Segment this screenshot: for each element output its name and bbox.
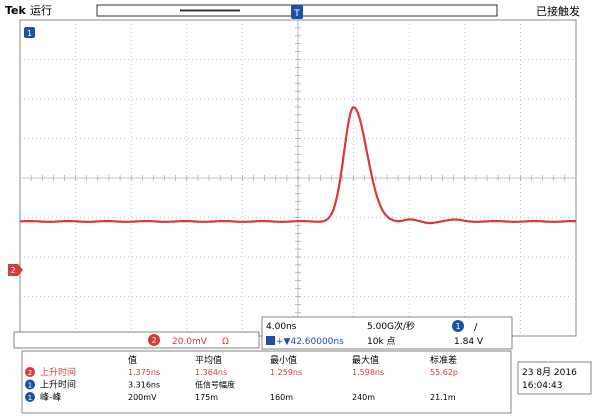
- measurement-column-header: 最大值: [352, 354, 379, 366]
- channel-2-coupling: Ω: [222, 337, 229, 347]
- svg-text:1: 1: [455, 322, 460, 331]
- trigger-level: 1.84 V: [454, 337, 484, 347]
- datetime-readout: 23 8月 2016 16:04:43: [517, 361, 592, 395]
- channel-1-marker[interactable]: 1: [24, 27, 35, 38]
- time-text: 16:04:43: [522, 381, 562, 391]
- measurement-channel-number: 2: [28, 369, 32, 377]
- channel-2-ground-marker[interactable]: 2: [8, 264, 23, 276]
- measurement-channel-badge: [25, 367, 35, 377]
- horizontal-position-icon: [266, 336, 275, 345]
- channel-2-scale: 20.0mV: [172, 337, 208, 347]
- record-length: 10k 点: [367, 336, 396, 347]
- measurement-column-header: 最小值: [270, 354, 297, 366]
- measurement-column-header: 平均值: [195, 354, 222, 366]
- measurement-value: 3.316ns: [128, 381, 160, 390]
- svg-text:1: 1: [27, 29, 32, 38]
- time-per-division: 4.00ns: [266, 322, 297, 332]
- measurement-value: 160m: [270, 393, 293, 402]
- timebase-readout[interactable]: 4.00ns 5.00G次/秒 1 / +▼42.60000ns 10k 点 1…: [261, 316, 513, 350]
- brand-logo: Tek: [5, 4, 27, 17]
- svg-text:T: T: [293, 9, 300, 19]
- measurement-column-header: 标准差: [430, 354, 457, 366]
- date-text: 23 8月 2016: [522, 367, 577, 378]
- svg-text:2: 2: [151, 336, 156, 345]
- measurement-value: 低信号幅度: [195, 380, 235, 390]
- measurement-name: 上升时间: [40, 366, 76, 378]
- channel-2-badge: [148, 334, 160, 346]
- measurement-value: 175m: [195, 393, 218, 402]
- sample-rate: 5.00G次/秒: [367, 320, 415, 332]
- channel-2-scale-readout[interactable]: 2 20.0mV Ω: [13, 331, 260, 349]
- horizontal-position: +▼42.60000ns: [276, 337, 344, 347]
- svg-text:2: 2: [10, 266, 15, 275]
- measurement-value: 1.259ns: [270, 368, 302, 377]
- run-status: 运行: [30, 4, 52, 17]
- measurement-name: 峰-峰: [40, 392, 61, 403]
- trigger-position-marker[interactable]: T: [291, 5, 303, 19]
- measurement-channel-number: 1: [28, 382, 32, 390]
- measurement-value: 55.62p: [430, 368, 458, 377]
- channel-2-waveform: [20, 105, 576, 225]
- measurement-channel-badge: [25, 379, 35, 390]
- measurement-value: 1.598ns: [352, 368, 384, 377]
- measurement-channel-number: 1: [28, 394, 32, 402]
- measurement-value: 21.1m: [430, 393, 456, 402]
- measurement-channel-badge: [25, 392, 35, 402]
- trigger-source-badge: [452, 320, 464, 332]
- measurement-value: 240m: [352, 393, 375, 402]
- measurement-column-header: 值: [128, 354, 137, 366]
- trigger-slope-icon: /: [474, 322, 478, 333]
- measurement-value: 1.375ns: [128, 368, 160, 377]
- trigger-status: 已接触发: [536, 4, 580, 18]
- measurement-name: 上升时间: [40, 379, 76, 391]
- measurement-value: 1.364ns: [195, 368, 227, 377]
- graticule: [19, 19, 577, 337]
- measurements-panel[interactable]: 值 平均值 最小值 最大值 标准差 2 上升时间 1.375ns 1.364ns 1.259ns…: [21, 350, 512, 414]
- measurement-value: 200mV: [128, 393, 157, 402]
